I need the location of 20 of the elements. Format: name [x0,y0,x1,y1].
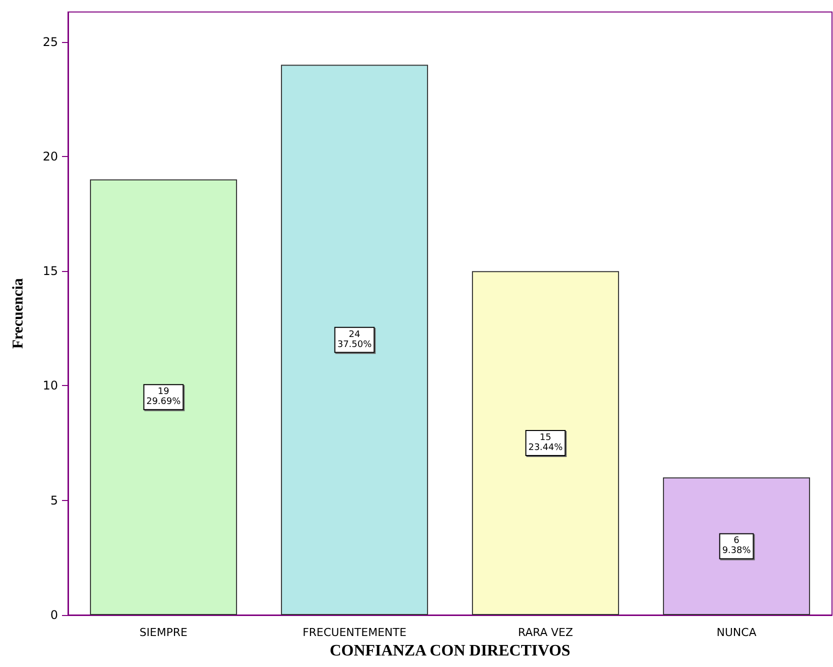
y-tick-label: 25 [42,34,58,49]
y-axis-title: Frecuencia [10,278,26,349]
x-tick-label: FRECUENTEMENTE [302,626,406,639]
bar [280,64,428,615]
data-label: 24 37.50% [337,330,372,350]
y-tick-label: 0 [50,608,58,622]
y-tick-label: 5 [50,493,58,508]
y-tick-label: 10 [42,378,58,393]
x-axis-title: CONFIANZA CON DIRECTIVOS [330,642,570,660]
data-label: 6 9.38% [722,536,752,556]
x-tick-label: SIEMPRE [140,626,188,639]
bar [472,271,620,615]
y-tick-label: 20 [42,149,58,164]
bar [90,179,238,615]
data-label: 15 23.44% [528,433,564,454]
y-tick-label: 15 [42,264,58,278]
bar [662,477,810,615]
x-tick-label: RARA VEZ [518,626,574,639]
data-label: 19 29.69% [146,387,182,408]
x-tick-label: NUNCA [716,626,757,639]
